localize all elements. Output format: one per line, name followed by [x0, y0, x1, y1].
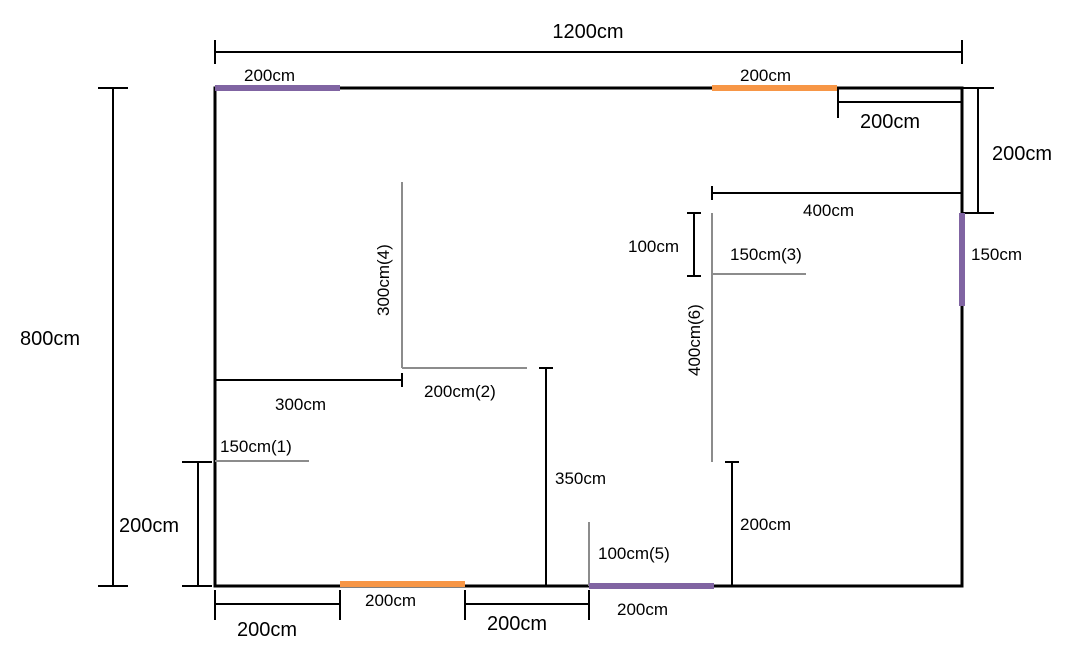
wall-3-label: 150cm(3): [730, 245, 802, 264]
right-bottom-label: 200cm: [740, 515, 791, 534]
top-right-offset-dimension: [837, 88, 962, 118]
left-offset-label: 200cm: [119, 515, 179, 537]
right-offset-dimension: [962, 87, 994, 214]
right-bottom-dimension: [725, 461, 739, 586]
bottom-mid-offset-label: 200cm: [487, 613, 547, 635]
top-dimension-line: [214, 40, 963, 64]
wall-1-label: 150cm(1): [220, 437, 292, 456]
right-window-label: 150cm: [971, 245, 1022, 264]
left-room-width-dimension: [215, 373, 403, 387]
mid-wall-dimension: [539, 367, 553, 586]
wall-6-label: 400cm(6): [685, 304, 704, 376]
bottom-window-label: 200cm: [617, 600, 668, 619]
right-offset-label: 200cm: [992, 143, 1052, 165]
right-room-gap-dimension: [687, 212, 701, 277]
wall-4-label: 300cm(4): [374, 244, 393, 316]
right-room-gap-label: 100cm: [628, 237, 679, 256]
mid-wall-label: 350cm: [555, 469, 606, 488]
bottom-left-offset-label: 200cm: [237, 619, 297, 641]
right-room-width-dimension: [711, 186, 962, 200]
bottom-door-label: 200cm: [365, 591, 416, 610]
bottom-left-offset-dimension: [214, 590, 341, 620]
top-right-door-label: 200cm: [740, 66, 791, 85]
left-dimension-line: [98, 87, 128, 587]
left-room-width-label: 300cm: [275, 395, 326, 414]
left-offset-dimension: [182, 461, 212, 587]
wall-2-label: 200cm(2): [424, 382, 496, 401]
bottom-mid-offset-dimension: [464, 590, 590, 620]
outer-wall: [213, 86, 964, 588]
top-right-offset-label: 200cm: [860, 111, 920, 133]
total-height-label: 800cm: [20, 328, 80, 350]
total-width-label: 1200cm: [552, 21, 623, 43]
wall-5-label: 100cm(5): [598, 544, 670, 563]
top-left-window-label: 200cm: [244, 66, 295, 85]
right-room-width-label: 400cm: [803, 201, 854, 220]
